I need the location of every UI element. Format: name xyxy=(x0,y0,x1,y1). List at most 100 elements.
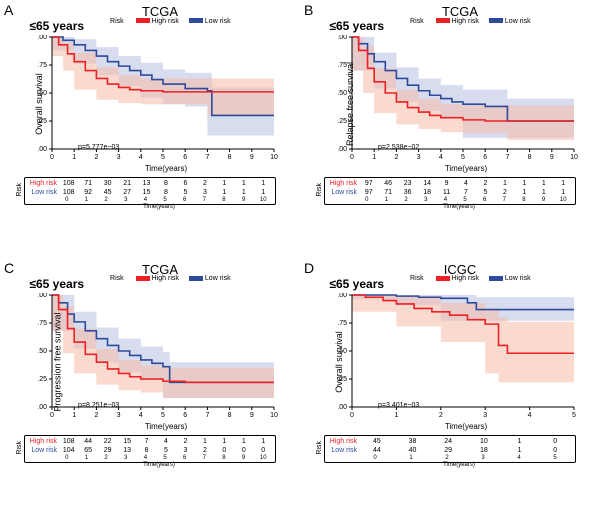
svg-text:5: 5 xyxy=(461,154,465,161)
risk-x-label: Time(years) xyxy=(324,462,594,468)
svg-text:0.75: 0.75 xyxy=(38,320,47,327)
svg-text:1: 1 xyxy=(372,154,376,161)
risk-table: High risk1084422157421111 Low risk104652… xyxy=(24,435,276,463)
svg-text:1.00: 1.00 xyxy=(38,293,47,299)
legend-text: High risk xyxy=(452,275,479,282)
risk-cell: 15 xyxy=(137,188,156,197)
risk-cell: 1 xyxy=(254,179,273,188)
risk-cell: 4 xyxy=(456,179,475,188)
panel-D: D ICGC ≤65 years Risk High riskLow risk … xyxy=(300,258,600,515)
risk-cell: 2 xyxy=(195,446,214,455)
svg-text:0: 0 xyxy=(50,412,54,419)
panel-B: B TCGA ≤65 years Risk High riskLow risk … xyxy=(300,0,600,258)
svg-text:0: 0 xyxy=(350,154,354,161)
svg-text:8: 8 xyxy=(228,154,232,161)
svg-text:3: 3 xyxy=(117,412,121,419)
legend-text: High risk xyxy=(152,18,179,25)
legend-text: Low risk xyxy=(505,275,531,282)
risk-cell: 71 xyxy=(378,188,397,197)
risk-cell: 1 xyxy=(534,188,553,197)
risk-cell: 10 xyxy=(466,437,502,446)
risk-cell: 4 xyxy=(156,437,175,446)
risk-x-label: Time(years) xyxy=(324,204,594,210)
risk-table: High risk4538241010 Low risk4440291810 0… xyxy=(324,435,576,463)
svg-text:0.75: 0.75 xyxy=(38,62,47,69)
risk-cell: 97 xyxy=(359,179,378,188)
svg-text:5: 5 xyxy=(161,412,165,419)
risk-cell: 11 xyxy=(437,188,456,197)
age-title: ≤65 years xyxy=(29,277,84,291)
legend-swatch xyxy=(436,276,450,281)
panel-letter: A xyxy=(4,2,13,18)
legend-swatch xyxy=(189,18,203,23)
svg-text:7: 7 xyxy=(205,154,209,161)
svg-text:7: 7 xyxy=(505,154,509,161)
risk-cell: 108 xyxy=(59,179,78,188)
svg-text:0.25: 0.25 xyxy=(38,376,47,383)
risk-cell: 23 xyxy=(398,179,417,188)
svg-text:1.00: 1.00 xyxy=(38,35,47,41)
svg-text:3: 3 xyxy=(117,154,121,161)
age-title: ≤65 years xyxy=(329,19,384,33)
x-axis-label: Time(years) xyxy=(338,164,594,173)
risk-cell: 18 xyxy=(466,446,502,455)
risk-row-label: Low risk xyxy=(327,446,359,455)
risk-cell: 1 xyxy=(234,179,253,188)
risk-cell: 13 xyxy=(117,446,136,455)
risk-row-label: Low risk xyxy=(27,446,59,455)
svg-text:8: 8 xyxy=(528,154,532,161)
panel-letter: D xyxy=(304,260,314,276)
risk-cell: 45 xyxy=(98,188,117,197)
legend-swatch xyxy=(136,276,150,281)
svg-text:6: 6 xyxy=(483,154,487,161)
risk-cell: 1 xyxy=(254,437,273,446)
svg-text:2: 2 xyxy=(94,154,98,161)
y-axis-label: Overall survival xyxy=(334,331,344,393)
svg-text:6: 6 xyxy=(183,412,187,419)
risk-cell: 1 xyxy=(502,446,538,455)
svg-text:0.00: 0.00 xyxy=(38,404,47,411)
risk-table-title: Risk xyxy=(16,183,23,197)
svg-text:0: 0 xyxy=(50,154,54,161)
x-axis-label: Time(years) xyxy=(338,422,594,431)
age-title: ≤65 years xyxy=(329,277,384,291)
risk-cell: 44 xyxy=(78,437,97,446)
svg-text:1: 1 xyxy=(72,154,76,161)
risk-table: High risk10871302113862111 Low risk10892… xyxy=(24,177,276,205)
risk-cell: 1 xyxy=(215,179,234,188)
risk-cell: 0 xyxy=(537,437,573,446)
svg-text:1: 1 xyxy=(72,412,76,419)
risk-cell: 108 xyxy=(59,188,78,197)
risk-cell: 46 xyxy=(378,179,397,188)
svg-text:3: 3 xyxy=(417,154,421,161)
risk-cell: 7 xyxy=(456,188,475,197)
risk-cell: 45 xyxy=(359,437,395,446)
risk-cell: 30 xyxy=(98,179,117,188)
legend: Risk High riskLow risk xyxy=(110,275,231,282)
risk-cell: 24 xyxy=(430,437,466,446)
risk-cell: 44 xyxy=(359,446,395,455)
risk-cell: 21 xyxy=(117,179,136,188)
risk-cell: 0 xyxy=(254,446,273,455)
legend-text: Low risk xyxy=(505,18,531,25)
risk-cell: 1 xyxy=(515,188,534,197)
svg-text:2: 2 xyxy=(394,154,398,161)
km-plot: 0.000.250.500.751.00012345 xyxy=(338,293,578,421)
risk-cell: 0 xyxy=(215,446,234,455)
svg-text:4: 4 xyxy=(528,412,532,419)
svg-text:0.00: 0.00 xyxy=(338,404,347,411)
svg-text:9: 9 xyxy=(250,154,254,161)
legend-text: High risk xyxy=(152,275,179,282)
risk-table-title: Risk xyxy=(16,441,23,455)
legend-swatch xyxy=(489,18,503,23)
legend-text: Low risk xyxy=(205,18,231,25)
p-value: p=2.538e−02 xyxy=(378,144,419,151)
svg-text:2: 2 xyxy=(439,412,443,419)
p-value: p=5.777e−03 xyxy=(78,144,119,151)
risk-cell: 1 xyxy=(495,179,514,188)
svg-text:4: 4 xyxy=(139,154,143,161)
legend-text: Low risk xyxy=(205,275,231,282)
svg-text:9: 9 xyxy=(250,412,254,419)
svg-text:1.00: 1.00 xyxy=(338,35,347,41)
panel-letter: C xyxy=(4,260,14,276)
